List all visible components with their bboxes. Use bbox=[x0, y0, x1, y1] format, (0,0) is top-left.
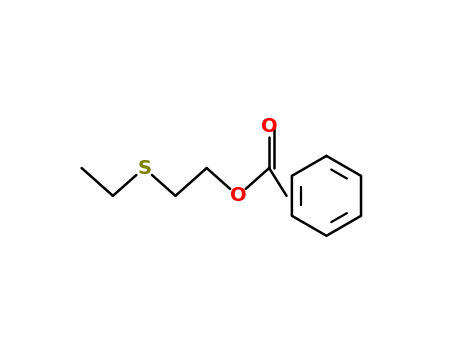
Text: O: O bbox=[230, 186, 246, 205]
Text: S: S bbox=[137, 159, 151, 177]
Text: O: O bbox=[261, 117, 278, 136]
